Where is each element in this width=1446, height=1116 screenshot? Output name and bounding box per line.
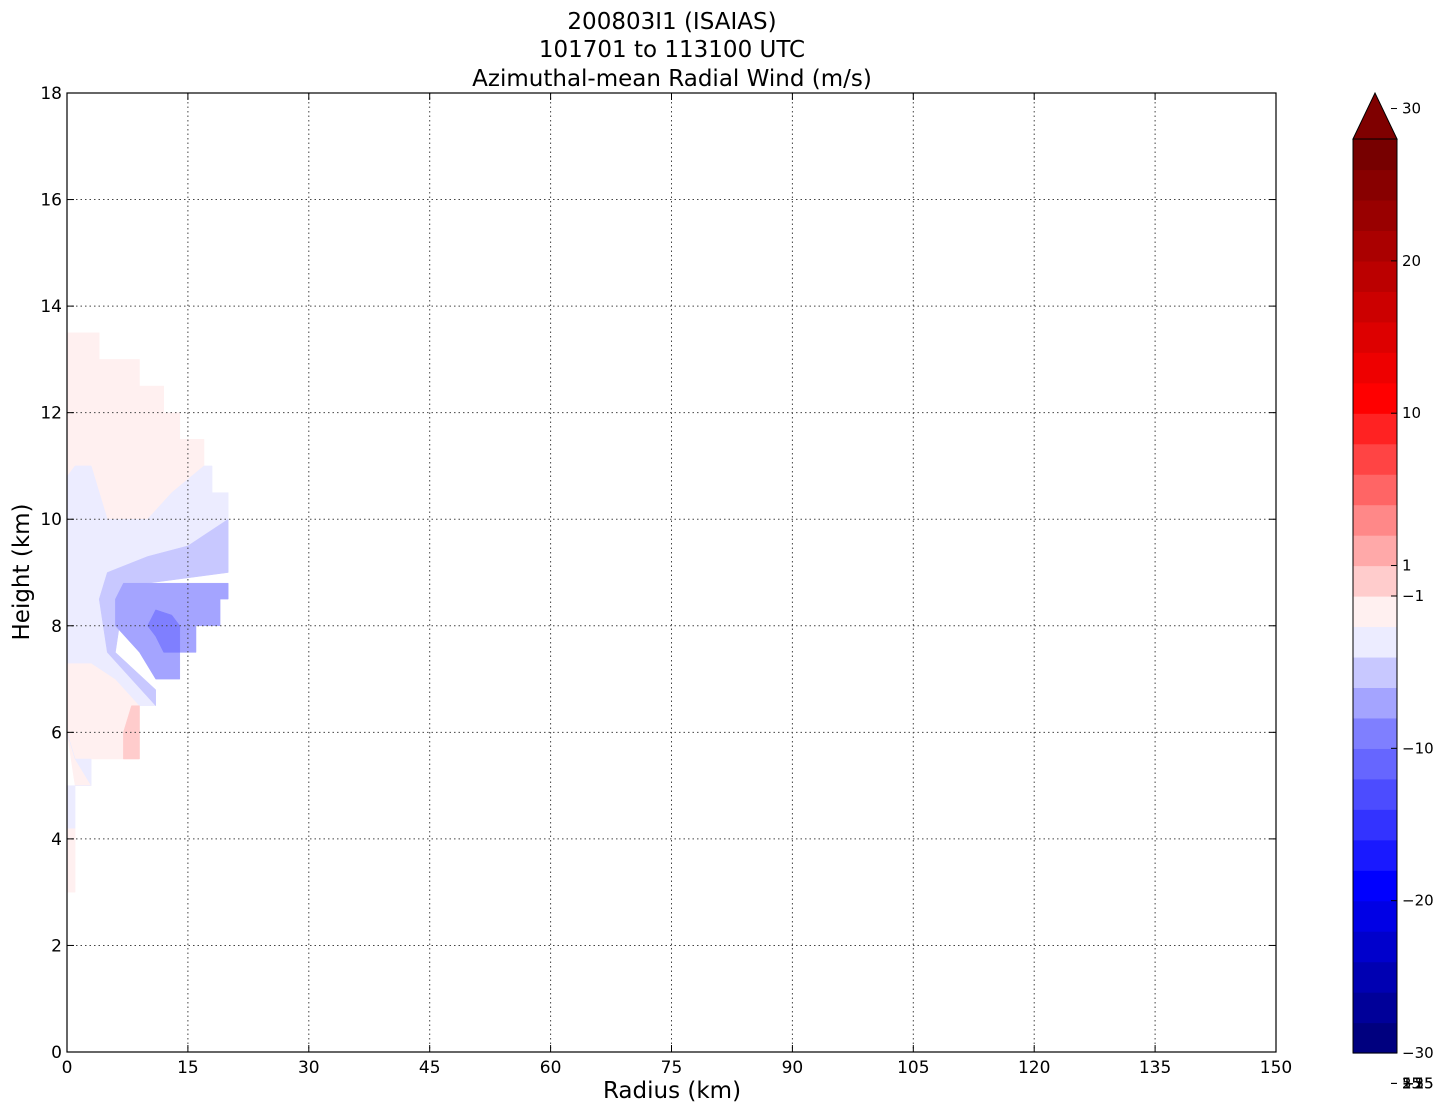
colorbar-segment-14 — [1353, 596, 1397, 628]
grid-lines — [67, 93, 1276, 1052]
colorbar-segment-23 — [1353, 321, 1397, 353]
x-tick-label-9: 135 — [1139, 1058, 1171, 1078]
colorbar-segment-12 — [1353, 656, 1397, 688]
colorbar-segment-16 — [1353, 535, 1397, 567]
y-tick-label-1: 2 — [51, 936, 62, 956]
colorbar-segment-8 — [1353, 778, 1397, 810]
colorbar-segment-9 — [1353, 748, 1397, 780]
y-tick-label-2: 4 — [51, 830, 62, 850]
x-axis-ticks: 0 15 30 45 60 75 90 105 120 135 150 — [62, 93, 1292, 1078]
colorbar-segment-21 — [1353, 382, 1397, 414]
colorbar-extend-arrow — [1352, 91, 1398, 140]
colorbar-tick-label-9: −10 — [1402, 739, 1434, 757]
colorbar-tick-label-12: −25 — [1402, 1074, 1434, 1092]
region-2 — [66, 827, 76, 893]
colorbar-segment-17 — [1353, 504, 1397, 536]
colorbar-segment-5 — [1353, 870, 1397, 902]
colorbar-tick-label-4: 10 — [1402, 404, 1421, 422]
y-axis-label: Height (km) — [9, 503, 35, 640]
colorbar-tick-label-1: 25 — [1402, 1074, 1421, 1092]
colorbar-segment-28 — [1353, 169, 1397, 201]
colorbar-segment-26 — [1353, 230, 1397, 262]
x-tick-label-10: 150 — [1260, 1058, 1292, 1078]
chart-title: 200803I1 (ISAIAS) 101701 to 113100 UTC A… — [472, 9, 872, 92]
colorbar-segment-4 — [1353, 900, 1397, 932]
x-tick-label-8: 120 — [1018, 1058, 1050, 1078]
colorbar-tick-label-6: 1 — [1402, 557, 1412, 575]
x-tick-label-7: 105 — [897, 1058, 929, 1078]
colorbar-segment-20 — [1353, 413, 1397, 445]
colorbar-tick-label-13: −30 — [1402, 1044, 1434, 1062]
colorbar-segment-27 — [1353, 199, 1397, 231]
colorbar-segment-24 — [1353, 291, 1397, 323]
colorbar-segment-19 — [1353, 443, 1397, 475]
region-4 — [66, 732, 92, 829]
colorbar-segment-11 — [1353, 687, 1397, 719]
plot-regions — [66, 332, 229, 893]
colorbar-tick-label-3: 15 — [1402, 1074, 1421, 1092]
colorbar-segment-15 — [1353, 565, 1397, 597]
colorbar-segment-10 — [1353, 717, 1397, 749]
colorbar-tick-label-10: −15 — [1402, 1074, 1434, 1092]
colorbar-segment-0 — [1353, 1022, 1397, 1054]
title-line-1: 200803I1 (ISAIAS) — [567, 9, 776, 35]
colorbar-segment-3 — [1353, 931, 1397, 963]
y-tick-label-3: 6 — [51, 723, 62, 743]
x-tick-label-5: 75 — [661, 1058, 683, 1078]
y-tick-label-5: 10 — [40, 510, 62, 530]
colorbar-tick-label-0: 30 — [1402, 100, 1421, 118]
colorbar-tick-label-11: −20 — [1402, 892, 1434, 910]
x-tick-label-0: 0 — [62, 1058, 73, 1078]
y-tick-label-9: 18 — [40, 84, 62, 104]
y-tick-label-6: 12 — [40, 404, 62, 424]
region-7 — [147, 609, 181, 653]
colorbar-segment-29 — [1353, 139, 1397, 171]
x-axis-label: Radius (km) — [603, 1078, 741, 1104]
y-tick-label-8: 16 — [40, 191, 62, 211]
colorbar-segment-22 — [1353, 352, 1397, 384]
colorbar: 30 25 20 15 10 5 1 −1 −5 −10 −15 −20 −25 −30 — [1352, 91, 1434, 1092]
colorbar-tick-label-8: −5 — [1402, 1074, 1424, 1092]
colorbar-segment-1 — [1353, 992, 1397, 1024]
x-tick-label-4: 60 — [540, 1058, 562, 1078]
x-tick-label-6: 90 — [782, 1058, 804, 1078]
x-tick-label-2: 30 — [298, 1058, 320, 1078]
y-axis-ticks: 0 2 4 6 8 10 12 14 16 18 — [40, 84, 1276, 1063]
colorbar-segment-25 — [1353, 260, 1397, 292]
y-tick-label-0: 0 — [51, 1043, 62, 1063]
title-line-2: 101701 to 113100 UTC — [539, 37, 805, 63]
colorbar-segment-7 — [1353, 809, 1397, 841]
colorbar-segment-6 — [1353, 839, 1397, 871]
y-tick-label-4: 8 — [51, 617, 62, 637]
colorbar-segment-18 — [1353, 474, 1397, 506]
colorbar-segment-13 — [1353, 626, 1397, 658]
x-tick-label-3: 45 — [419, 1058, 441, 1078]
x-tick-label-1: 15 — [177, 1058, 199, 1078]
colorbar-tick-label-2: 20 — [1402, 252, 1421, 270]
colorbar-tick-label-5: 5 — [1402, 1074, 1412, 1092]
title-line-3: Azimuthal-mean Radial Wind (m/s) — [472, 66, 872, 92]
colorbar-segment-2 — [1353, 961, 1397, 993]
colorbar-tick-label-7: −1 — [1402, 587, 1424, 605]
y-tick-label-7: 14 — [40, 297, 62, 317]
